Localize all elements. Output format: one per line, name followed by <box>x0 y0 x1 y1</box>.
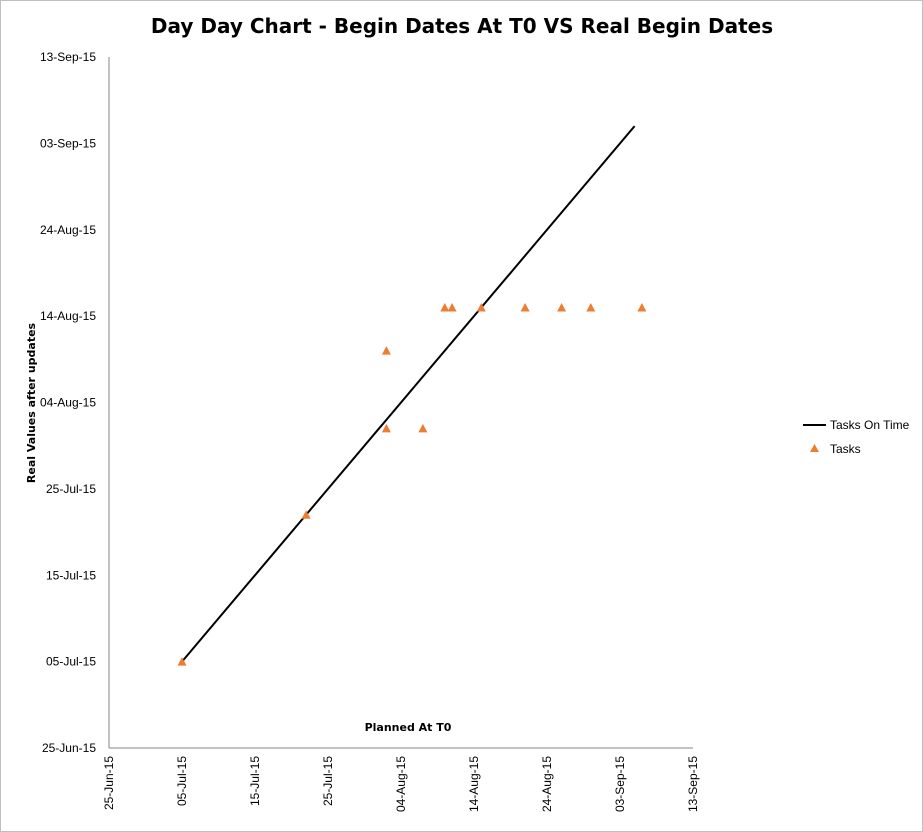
task-point-triangle <box>447 302 457 312</box>
legend-label-tasks: Tasks <box>830 442 861 456</box>
y-tick-label: 14-Aug-15 <box>40 309 96 323</box>
y-tick-label: 15-Jul-15 <box>46 568 96 582</box>
task-point-triangle <box>381 423 391 433</box>
task-point-triangle <box>381 346 391 355</box>
y-tick-label: 24-Aug-15 <box>40 223 96 237</box>
y-axis-ticks: 25-Jun-15 05-Jul-15 15-Jul-15 25-Jul-15 04-A… <box>40 50 96 755</box>
task-point-triangle <box>418 423 428 433</box>
task-point-triangle <box>586 302 596 312</box>
plot-area <box>177 125 647 666</box>
x-axis-label: Planned At T0 <box>365 721 452 734</box>
legend-triangle-swatch <box>810 444 819 452</box>
task-point-triangle <box>301 510 311 519</box>
x-axis-ticks: 25-Jun-15 05-Jul-15 15-Jul-15 25-Jul-15 04-A… <box>102 756 700 812</box>
chart-title: Day Day Chart - Begin Dates At T0 VS Rea… <box>151 14 773 38</box>
task-point-triangle <box>520 302 530 312</box>
task-point-triangle <box>177 657 187 666</box>
x-tick-label: 15-Jul-15 <box>248 756 262 806</box>
y-tick-label: 13-Sep-15 <box>40 50 96 64</box>
x-tick-label: 13-Sep-15 <box>686 756 700 812</box>
x-tick-label: 03-Sep-15 <box>613 756 627 812</box>
task-point-triangle <box>476 302 486 312</box>
legend: Tasks On Time Tasks <box>803 418 910 456</box>
y-tick-label: 05-Jul-15 <box>46 655 96 669</box>
legend-label-tasks-on-time: Tasks On Time <box>830 418 910 432</box>
x-tick-label: 14-Aug-15 <box>467 756 481 812</box>
y-tick-label: 04-Aug-15 <box>40 396 96 410</box>
x-tick-label: 25-Jun-15 <box>102 756 116 810</box>
x-tick-label: 05-Jul-15 <box>175 756 189 806</box>
x-tick-label: 25-Jul-15 <box>321 756 335 806</box>
x-tick-label: 24-Aug-15 <box>540 756 554 812</box>
y-tick-label: 25-Jun-15 <box>42 741 96 755</box>
task-point-triangle <box>440 302 450 312</box>
y-axis-label: Real Values after updates <box>25 322 38 483</box>
task-point-triangle <box>637 302 647 312</box>
y-tick-label: 25-Jul-15 <box>46 482 96 496</box>
series-line-tasks-on-time <box>181 125 636 663</box>
y-tick-label: 03-Sep-15 <box>40 136 96 150</box>
task-point-triangle <box>557 302 567 312</box>
x-tick-label: 04-Aug-15 <box>394 756 408 812</box>
